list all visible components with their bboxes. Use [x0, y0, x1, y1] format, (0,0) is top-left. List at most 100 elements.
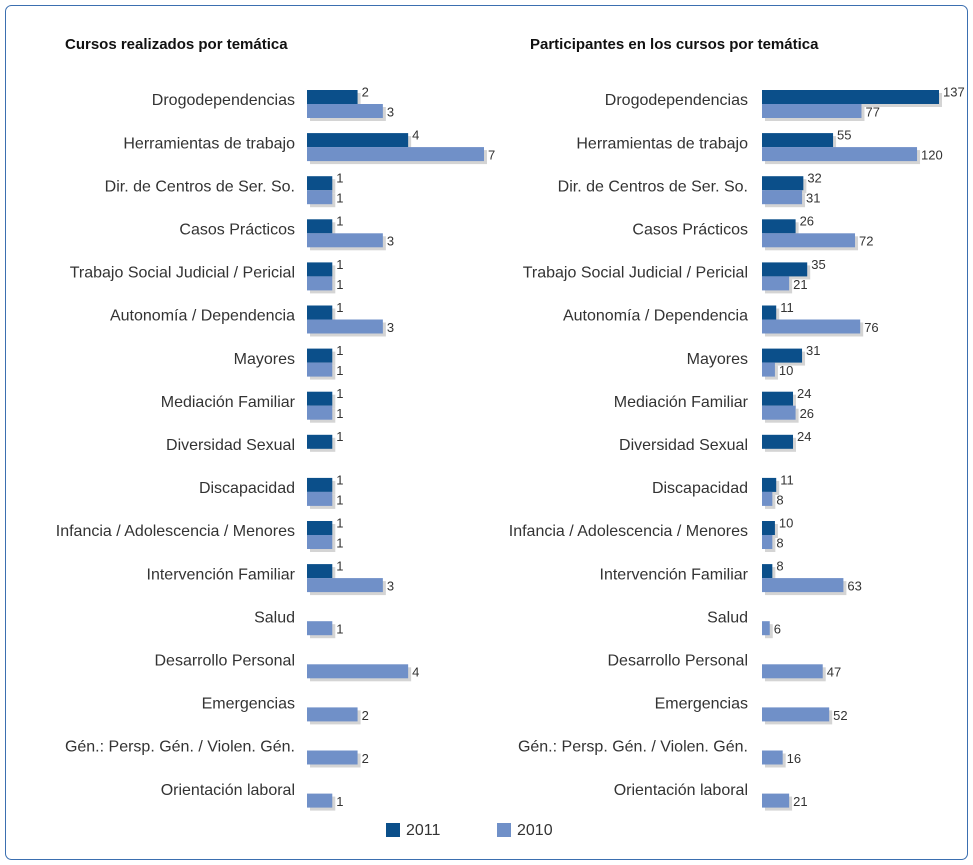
value-label: 24: [797, 429, 811, 444]
value-label: 16: [787, 751, 801, 766]
category-label: Diversidad Sexual: [166, 437, 295, 454]
value-label: 1: [336, 343, 343, 358]
category-label: Dir. de Centros de Ser. So.: [105, 178, 295, 195]
bar: [762, 133, 834, 148]
value-label: 77: [865, 104, 879, 119]
category-label: Autonomía / Dependencia: [563, 308, 748, 325]
bar: [307, 219, 333, 234]
category-label: Casos Prácticos: [179, 222, 295, 239]
category-label: Mediación Familiar: [614, 394, 749, 411]
frame: [5, 5, 968, 860]
bar: [762, 176, 804, 191]
bar: [307, 621, 333, 636]
value-label: 6: [774, 622, 781, 637]
value-label: 35: [811, 257, 825, 272]
category-label: Autonomía / Dependencia: [110, 308, 295, 325]
value-label: 2: [362, 84, 369, 99]
bar: [307, 348, 333, 363]
value-label: 1: [336, 277, 343, 292]
category-label: Intervención Familiar: [147, 566, 296, 583]
category-label: Orientación laboral: [614, 782, 748, 799]
bar: [307, 276, 333, 291]
legend-label: 2010: [517, 822, 553, 839]
value-label: 24: [797, 386, 811, 401]
category-label: Emergencias: [202, 696, 295, 713]
category-label: Intervención Familiar: [600, 566, 749, 583]
bar: [762, 405, 796, 420]
value-label: 63: [847, 579, 861, 594]
value-label: 76: [864, 320, 878, 335]
value-label: 55: [837, 128, 851, 143]
value-label: 2: [362, 751, 369, 766]
bar: [307, 190, 333, 205]
category-label: Discapacidad: [652, 480, 748, 497]
bar: [307, 750, 358, 765]
bar: [307, 104, 383, 118]
bar: [762, 276, 790, 291]
category-label: Orientación laboral: [161, 782, 295, 799]
value-label: 10: [779, 363, 793, 378]
bar: [307, 578, 383, 593]
bar: [762, 564, 773, 579]
bar: [307, 305, 333, 320]
bar: [307, 521, 333, 535]
bar: [307, 477, 333, 492]
value-label: 4: [412, 665, 419, 680]
value-label: 72: [859, 234, 873, 249]
value-label: 1: [336, 535, 343, 550]
bar: [307, 405, 333, 420]
value-label: 1: [336, 622, 343, 637]
bar: [307, 90, 358, 104]
category-label: Salud: [254, 609, 295, 626]
value-label: 1: [336, 559, 343, 574]
category-label: Drogodependencias: [605, 92, 748, 109]
value-label: 4: [412, 128, 419, 143]
value-label: 26: [800, 214, 814, 229]
bar: [762, 391, 794, 406]
bar: [762, 750, 783, 765]
bar: [307, 664, 409, 679]
bar: [307, 233, 383, 248]
category-label: Gén.: Persp. Gén. / Violen. Gén.: [65, 739, 295, 756]
bar: [307, 133, 409, 148]
value-label: 1: [336, 794, 343, 809]
value-label: 3: [387, 104, 394, 119]
bar: [762, 535, 773, 549]
value-label: 10: [779, 515, 793, 530]
value-label: 8: [776, 535, 783, 550]
legend-swatch: [497, 823, 511, 837]
value-label: 3: [387, 234, 394, 249]
value-label: 11: [780, 472, 794, 487]
bar: [762, 621, 770, 636]
value-label: 1: [336, 300, 343, 315]
value-label: 11: [780, 300, 794, 315]
value-label: 2: [362, 708, 369, 723]
bar: [762, 305, 777, 320]
category-label: Mayores: [687, 351, 748, 368]
bar: [307, 707, 358, 722]
bar: [307, 564, 333, 579]
category-label: Trabajo Social Judicial / Pericial: [523, 265, 748, 282]
bar: [307, 362, 333, 377]
category-label: Emergencias: [655, 696, 748, 713]
category-label: Discapacidad: [199, 480, 295, 497]
bar: [307, 535, 333, 549]
category-label: Desarrollo Personal: [154, 653, 295, 670]
category-label: Herramientas de trabajo: [123, 135, 295, 152]
value-label: 31: [806, 191, 820, 206]
value-label: 1: [336, 257, 343, 272]
bar: [762, 521, 775, 535]
value-label: 1: [336, 472, 343, 487]
bar: [307, 491, 333, 506]
category-label: Drogodependencias: [152, 92, 295, 109]
bar: [762, 362, 775, 377]
bar: [307, 793, 333, 808]
legend-swatch: [386, 823, 400, 837]
value-label: 1: [336, 171, 343, 186]
value-label: 3: [387, 579, 394, 594]
bar: [307, 176, 333, 191]
category-label: Dir. de Centros de Ser. So.: [558, 178, 748, 195]
value-label: 3: [387, 320, 394, 335]
value-label: 1: [336, 214, 343, 229]
